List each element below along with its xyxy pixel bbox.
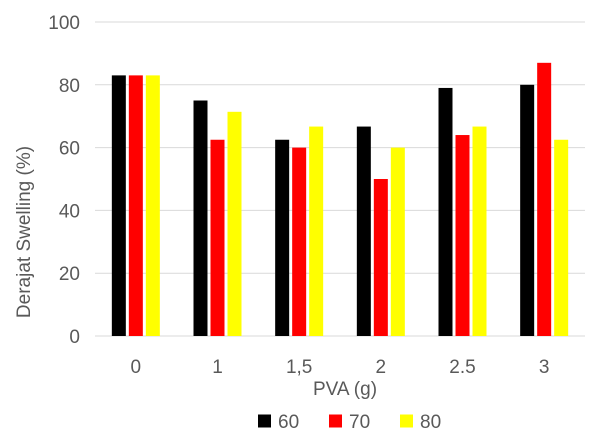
bar-70-0 [128, 75, 143, 336]
legend-swatch-60 [258, 414, 271, 428]
bars [111, 62, 569, 336]
bar-70-3 [537, 62, 552, 336]
bar-70-2 [373, 179, 388, 336]
gridlines [95, 21, 585, 337]
x-tick-label: 2.5 [449, 357, 475, 378]
y-tick-labels: 0 20 40 60 80 100 [48, 13, 80, 348]
bar-80-2.5 [472, 126, 487, 336]
bar-80-0 [145, 75, 160, 336]
bar-60-0 [111, 75, 126, 336]
y-tick-label: 20 [59, 264, 80, 285]
bar-60-2.5 [438, 87, 453, 336]
bar-60-2 [356, 126, 371, 336]
y-tick-label: 0 [69, 327, 80, 348]
y-tick-label: 40 [59, 201, 80, 222]
y-axis-title: Derajat Swelling (%) [14, 146, 35, 318]
legend-swatch-70 [329, 414, 342, 428]
bar-80-2 [390, 147, 405, 336]
x-tick-label: 2 [376, 357, 387, 378]
bar-70-2.5 [455, 135, 470, 336]
legend-swatch-80 [400, 414, 413, 428]
x-tick-label: 0 [131, 357, 142, 378]
bar-70-1 [210, 139, 225, 336]
y-tick-label: 80 [59, 76, 80, 97]
x-tick-label: 1 [212, 357, 223, 378]
legend: 60 70 80 [258, 412, 441, 433]
legend-label: 60 [278, 412, 299, 433]
legend-label: 70 [349, 412, 370, 433]
bar-80-1,5 [309, 126, 324, 336]
bar-80-1 [227, 111, 242, 336]
x-axis-title: PVA (g) [313, 379, 377, 400]
y-tick-label: 60 [59, 139, 80, 160]
x-tick-label: 1,5 [286, 357, 312, 378]
bar-60-1 [193, 100, 208, 336]
bar-60-3 [520, 84, 535, 336]
x-tick-label: 3 [539, 357, 550, 378]
legend-label: 80 [420, 412, 441, 433]
x-tick-labels: 0 1 1,5 2 2.5 3 [131, 357, 550, 378]
y-tick-label: 100 [48, 13, 80, 34]
bar-70-1,5 [292, 147, 307, 336]
bar-80-3 [554, 139, 569, 336]
bar-60-1,5 [275, 139, 290, 336]
